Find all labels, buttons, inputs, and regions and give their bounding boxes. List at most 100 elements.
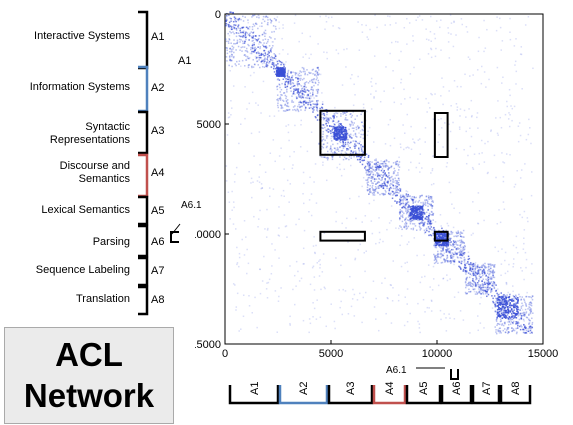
matrix-point xyxy=(368,167,371,169)
matrix-point xyxy=(486,288,488,290)
matrix-point xyxy=(299,70,301,72)
matrix-point xyxy=(297,105,299,108)
matrix-point xyxy=(225,23,228,25)
matrix-point xyxy=(318,275,321,277)
matrix-point xyxy=(344,151,346,153)
matrix-point xyxy=(421,194,423,197)
matrix-point xyxy=(523,320,525,322)
matrix-point xyxy=(483,283,486,286)
matrix-point xyxy=(495,305,497,308)
matrix-point xyxy=(375,183,377,185)
matrix-point xyxy=(248,34,251,37)
matrix-point xyxy=(531,326,534,329)
matrix-point xyxy=(459,256,462,259)
matrix-point xyxy=(446,256,449,259)
matrix-point xyxy=(300,77,302,80)
matrix-point xyxy=(286,99,289,101)
matrix-point xyxy=(402,205,405,208)
matrix-point xyxy=(297,80,300,83)
matrix-point xyxy=(326,145,328,148)
matrix-point xyxy=(497,250,500,253)
matrix-point xyxy=(346,149,348,152)
matrix-point xyxy=(412,40,415,42)
matrix-point xyxy=(386,228,388,231)
matrix-point xyxy=(238,63,240,65)
matrix-point xyxy=(465,278,467,281)
matrix-point xyxy=(420,194,423,197)
matrix-point xyxy=(338,126,340,129)
matrix-point xyxy=(498,296,501,298)
matrix-point xyxy=(296,84,299,86)
highlight-boxes xyxy=(319,109,449,242)
matrix-point xyxy=(516,305,518,308)
matrix-point xyxy=(504,298,507,300)
matrix-point xyxy=(344,117,347,119)
matrix-point xyxy=(459,253,462,255)
matrix-point xyxy=(509,302,511,304)
matrix-point xyxy=(387,167,389,170)
matrix-point xyxy=(303,182,305,185)
matrix-point xyxy=(336,166,338,169)
matrix-point xyxy=(268,54,270,57)
matrix-point xyxy=(295,88,298,91)
matrix-point xyxy=(508,294,511,296)
matrix-point xyxy=(392,162,395,164)
matrix-point xyxy=(266,40,269,43)
matrix-point xyxy=(485,266,488,269)
matrix-point xyxy=(374,159,376,161)
matrix-point xyxy=(483,71,486,73)
matrix-point xyxy=(440,232,442,234)
matrix-point xyxy=(272,45,274,47)
matrix-point xyxy=(267,51,270,53)
matrix-point xyxy=(336,126,339,128)
matrix-point xyxy=(240,328,242,330)
matrix-point xyxy=(282,78,285,81)
matrix-point xyxy=(378,162,381,165)
matrix-point xyxy=(459,108,462,110)
matrix-point xyxy=(370,77,373,80)
matrix-point xyxy=(374,163,377,166)
matrix-point xyxy=(360,146,362,149)
matrix-point xyxy=(271,59,274,61)
matrix-point xyxy=(399,209,402,211)
matrix-point xyxy=(390,205,393,207)
matrix-point xyxy=(462,319,465,321)
matrix-point xyxy=(389,52,391,55)
matrix-point xyxy=(484,289,486,292)
matrix-point xyxy=(483,219,485,222)
row-bracket-a3 xyxy=(138,110,149,155)
matrix-point xyxy=(384,143,387,145)
matrix-point xyxy=(487,293,490,296)
matrix-point xyxy=(399,217,401,220)
matrix-point xyxy=(401,220,404,223)
matrix-point xyxy=(485,278,487,281)
matrix-point xyxy=(312,245,315,247)
matrix-point xyxy=(423,209,425,211)
matrix-point xyxy=(456,109,458,111)
matrix-point xyxy=(483,281,486,284)
matrix-point xyxy=(424,311,426,313)
matrix-point xyxy=(490,288,493,290)
matrix-point xyxy=(248,28,251,30)
matrix-point xyxy=(513,300,515,303)
matrix-point xyxy=(408,206,411,208)
matrix-point xyxy=(232,25,234,28)
matrix-point xyxy=(449,278,451,280)
matrix-point xyxy=(484,283,486,286)
matrix-point xyxy=(453,260,455,262)
matrix-point xyxy=(484,290,487,293)
matrix-point xyxy=(522,248,525,250)
matrix-point xyxy=(492,300,494,303)
matrix-point xyxy=(259,46,262,48)
matrix-point xyxy=(465,162,468,165)
matrix-point xyxy=(341,133,343,135)
matrix-point xyxy=(282,99,284,102)
matrix-point xyxy=(455,34,457,36)
matrix-point xyxy=(508,316,511,318)
matrix-point xyxy=(437,250,439,253)
matrix-point xyxy=(350,157,352,159)
matrix-point xyxy=(518,322,520,324)
matrix-point xyxy=(490,278,493,280)
matrix-point xyxy=(340,264,342,267)
matrix-point xyxy=(440,127,443,129)
